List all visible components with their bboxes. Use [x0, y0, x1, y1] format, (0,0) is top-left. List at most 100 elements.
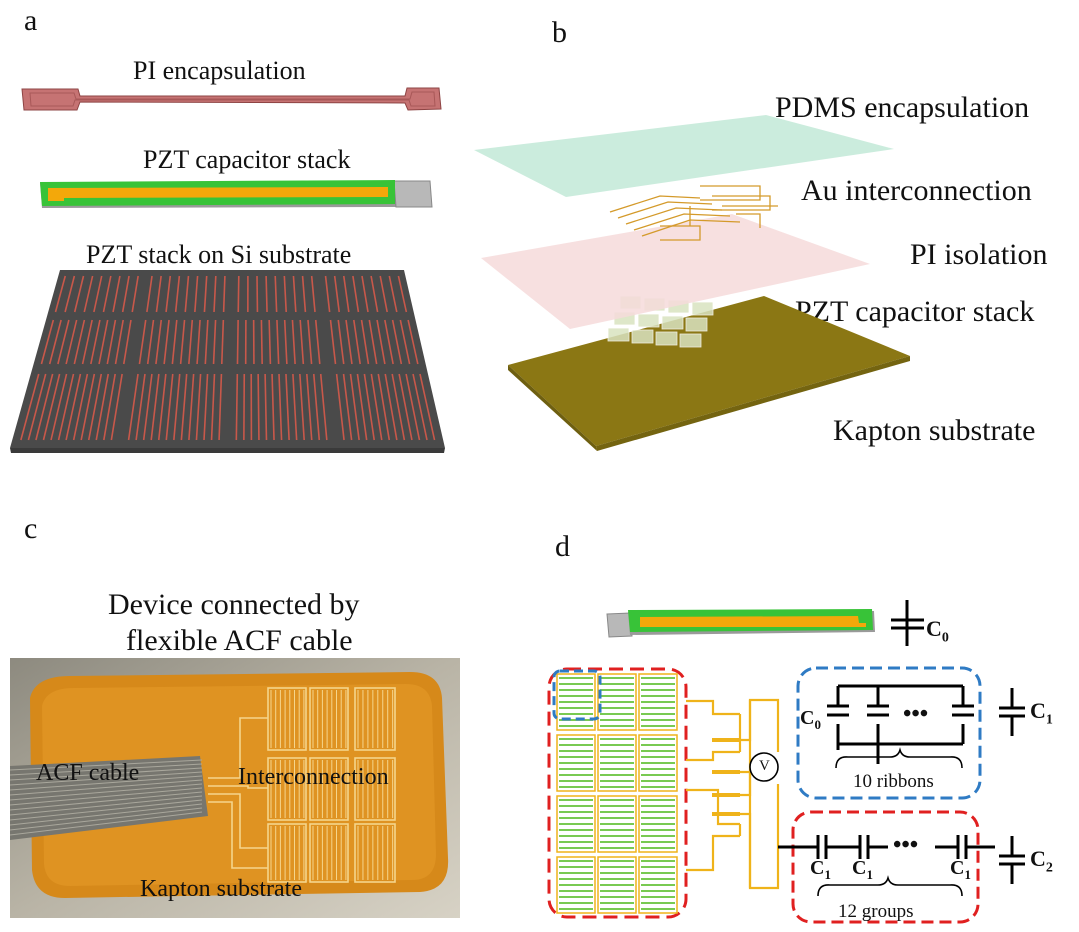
si-ribbon: [299, 319, 305, 365]
si-ribbon: [314, 319, 321, 365]
ribbons-count-label: 10 ribbons: [853, 771, 934, 792]
si-ribbon: [291, 319, 296, 365]
c0-capacitor-symbol: [891, 600, 924, 646]
si-ribbon: [274, 275, 278, 313]
si-ribbon: [391, 373, 406, 441]
pzt-cell: [637, 313, 660, 328]
pzt-cell: [679, 333, 702, 348]
si-ribbon: [398, 373, 413, 441]
si-ribbon: [237, 275, 240, 313]
si-ribbon: [235, 373, 239, 441]
c1-label: C1: [1030, 698, 1053, 728]
ribbon-group-frame: [556, 734, 596, 792]
ribbon-group-frame: [597, 673, 637, 731]
groups-count-label: 12 groups: [838, 901, 914, 922]
si-ribbon: [179, 319, 186, 365]
si-ribbon: [345, 319, 353, 365]
si-ribbon: [310, 275, 316, 313]
photo-trace: [208, 717, 268, 779]
pzt-cell: [691, 301, 714, 316]
si-ribbon: [342, 373, 353, 441]
si-ribbon: [106, 319, 117, 365]
acf-wire: [10, 811, 203, 836]
si-ribbon-groups: [20, 275, 436, 441]
panel-c-letter: c: [24, 512, 38, 545]
ribbon-group-frame: [597, 795, 637, 853]
device-photo: ACF cable Interconnection Kapton substra…: [10, 658, 460, 918]
pzt-cell: [685, 317, 708, 332]
si-ribbon: [165, 373, 174, 441]
si-ribbon: [87, 373, 103, 441]
si-ribbon: [64, 275, 76, 313]
si-ribbon: [72, 373, 89, 441]
si-ribbon: [35, 373, 54, 441]
si-ribbon: [122, 319, 132, 365]
si-ribbon: [146, 275, 153, 313]
interconnection-photo-label: Interconnection: [238, 764, 389, 790]
acf-wire: [10, 803, 203, 826]
si-ribbon: [337, 319, 345, 365]
si-ribbon: [155, 275, 162, 313]
photo-trace: [208, 793, 268, 849]
si-ribbon: [171, 319, 178, 365]
series-c1-label-2: C1: [852, 857, 873, 882]
si-ribbon: [370, 373, 383, 441]
si-ribbon: [81, 319, 93, 365]
si-ribbon: [405, 373, 421, 441]
si-ribbon: [114, 319, 124, 365]
au-trace: [712, 195, 771, 211]
si-ribbon: [352, 275, 360, 313]
ribbon-array: [556, 673, 678, 914]
ribbon-group-frame: [638, 673, 678, 731]
si-ribbon: [220, 319, 225, 365]
si-ribbon: [40, 319, 55, 365]
si-ribbon: [212, 319, 217, 365]
si-ribbon: [93, 275, 103, 313]
photo-trace: [208, 785, 268, 789]
si-ribbon: [142, 373, 153, 441]
photo-ribbon-frame: [309, 823, 349, 883]
au-interconnection-layer: [609, 185, 778, 241]
photo-ribbon-frame: [267, 823, 307, 883]
acf-wire: [10, 807, 203, 831]
kapton-photo-label: Kapton substrate: [140, 876, 302, 902]
array-group-box: [547, 667, 688, 919]
si-ribbon: [419, 373, 436, 441]
si-ribbon: [138, 319, 147, 365]
si-ribbon: [384, 319, 394, 365]
si-ribbon: [260, 319, 263, 365]
series-c1-label-1: C1: [810, 857, 831, 882]
si-ribbon: [301, 275, 307, 313]
photo-ribbon-frame: [309, 687, 349, 751]
si-ribbon: [98, 319, 109, 365]
si-ribbon: [268, 319, 272, 365]
si-ribbon: [283, 319, 288, 365]
acf-wire: [10, 759, 203, 771]
si-ribbon: [391, 319, 403, 365]
groups-brace: [817, 875, 963, 897]
si-ribbon: [174, 275, 181, 313]
pi-isolation-label: PI isolation: [910, 238, 1048, 271]
si-ribbon: [292, 275, 297, 313]
au-trace: [617, 201, 713, 219]
si-ribbon: [180, 373, 188, 441]
si-ribbon: [222, 275, 226, 313]
si-ribbon: [329, 319, 337, 365]
ribbon-group-frame: [638, 795, 678, 853]
au-trace: [633, 213, 731, 231]
panel-a-letter: a: [24, 4, 38, 37]
kapton-layer: [508, 296, 910, 451]
si-ribbon: [42, 373, 61, 441]
au-interconnection-label: Au interconnection: [801, 174, 1032, 207]
acf-cable-label: ACF cable: [36, 760, 140, 786]
si-ribbon: [80, 373, 96, 441]
pi-isolation-layer: [481, 214, 870, 329]
si-ribbon: [370, 275, 379, 313]
si-ribbon: [236, 319, 239, 365]
si-ribbon: [95, 373, 110, 441]
kapton-substrate-label: Kapton substrate: [833, 414, 1036, 447]
acf-wire: [10, 795, 203, 816]
pzt-cell: [661, 315, 684, 330]
si-ribbon: [127, 373, 139, 441]
